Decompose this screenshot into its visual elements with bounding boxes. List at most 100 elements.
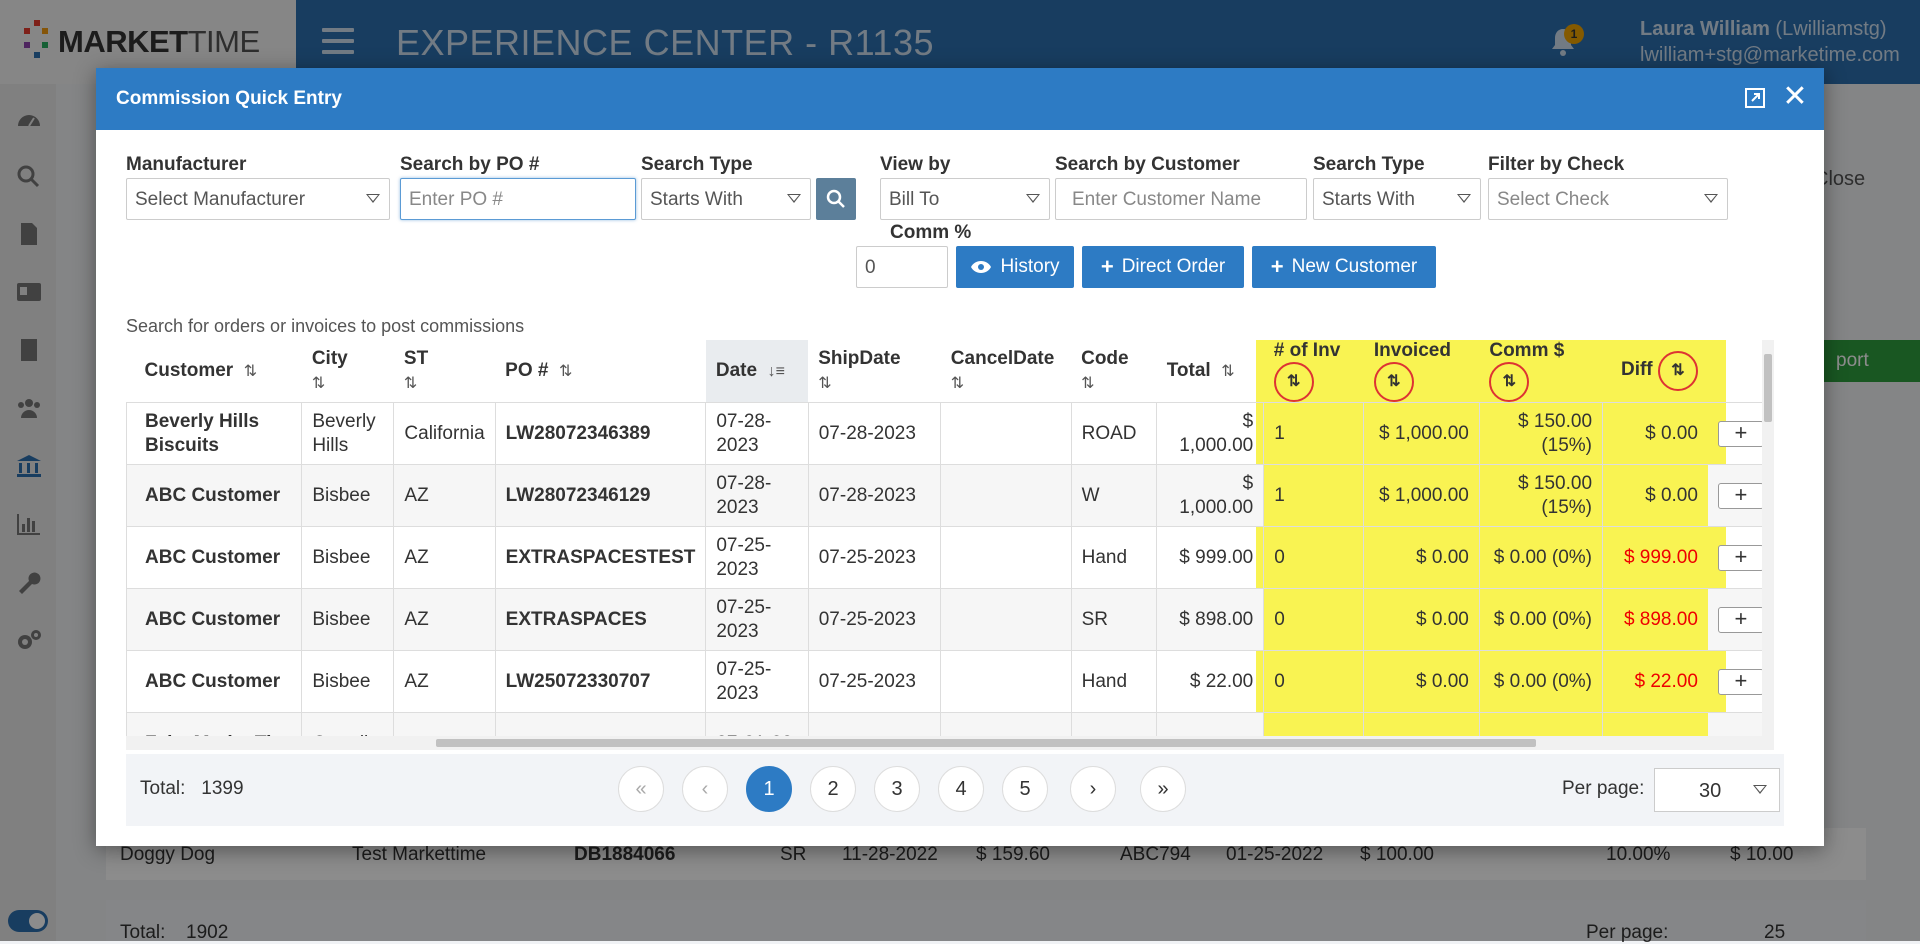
sort-desc-icon[interactable]: ↓≡	[767, 362, 785, 380]
search-icon[interactable]	[16, 164, 42, 188]
sort-icon[interactable]: ⇅	[403, 374, 418, 392]
add-row-button[interactable]: +	[1717, 482, 1764, 509]
prev-page-button[interactable]: ‹	[682, 766, 728, 812]
cell-total	[1156, 712, 1264, 736]
add-row-button[interactable]: +	[1717, 606, 1764, 633]
col-code[interactable]: Code ⇅	[1071, 340, 1157, 403]
col-date[interactable]: Date ↓≡	[705, 340, 809, 403]
new-customer-button[interactable]: + New Customer	[1252, 246, 1436, 288]
sort-icon[interactable]: ⇅	[1273, 362, 1314, 402]
table-body: Beverly Hills Biscuits Beverly Hills Calif…	[126, 402, 1774, 736]
col-po[interactable]: PO # ⇅	[495, 340, 706, 403]
sort-icon[interactable]: ⇅	[1221, 362, 1235, 380]
sort-icon[interactable]: ⇅	[559, 362, 573, 380]
page-button-2[interactable]: 2	[810, 766, 856, 812]
view-by-select[interactable]: Bill To	[880, 178, 1050, 220]
cell-city: Bisbee	[301, 464, 394, 527]
chart-icon[interactable]	[16, 512, 42, 536]
cell-cancel	[940, 464, 1072, 527]
cell-st: AZ	[393, 464, 496, 527]
next-page-button[interactable]: ›	[1070, 766, 1116, 812]
history-button[interactable]: History	[956, 246, 1074, 288]
direct-order-button[interactable]: + Direct Order	[1082, 246, 1244, 288]
sort-icon[interactable]: ⇅	[1657, 351, 1698, 391]
last-page-button[interactable]: »	[1140, 766, 1186, 812]
col-city[interactable]: City ⇅	[301, 340, 394, 403]
user-name[interactable]: Laura William (Lwilliamstg)	[1640, 18, 1887, 40]
sort-icon[interactable]: ⇅	[1373, 362, 1414, 402]
id-card-icon[interactable]	[16, 280, 42, 304]
table-row[interactable]: ABC Customer Bisbee AZ EXTRASPACES 07-25-202…	[126, 588, 1774, 651]
add-row-button[interactable]: +	[1717, 420, 1764, 447]
col-invoiced[interactable]: Invoiced ⇅	[1363, 340, 1480, 403]
sort-icon[interactable]: ⇅	[1489, 362, 1530, 402]
cell-st	[393, 712, 496, 736]
chevron-down-icon	[1026, 194, 1040, 203]
check-filter-select[interactable]: Select Check	[1488, 178, 1728, 220]
manufacturer-select[interactable]: Select Manufacturer	[126, 178, 390, 220]
table-row[interactable]: Beverly Hills Biscuits Beverly Hills Calif…	[126, 402, 1774, 465]
building-icon[interactable]	[16, 338, 42, 362]
expand-icon[interactable]	[1744, 87, 1766, 109]
notification-badge: 1	[1564, 24, 1584, 44]
theme-toggle[interactable]	[8, 910, 48, 932]
per-page-select[interactable]: 30	[1654, 768, 1780, 812]
bank-icon[interactable]	[16, 454, 42, 478]
cell-ship: 07-25-2023	[807, 526, 941, 589]
cell-inv: 0	[1263, 526, 1364, 589]
modal-title: Commission Quick Entry	[116, 88, 342, 109]
sort-icon[interactable]: ⇅	[1081, 374, 1095, 392]
vertical-scrollbar[interactable]	[1762, 340, 1774, 736]
document-icon[interactable]	[16, 222, 42, 246]
page-button-3[interactable]: 3	[874, 766, 920, 812]
cell-invoiced: $ 0.00	[1363, 650, 1480, 713]
sort-icon[interactable]: ⇅	[818, 374, 832, 392]
cell-comm: $ 0.00 (0%)	[1478, 526, 1603, 589]
add-row-button[interactable]: +	[1717, 544, 1764, 571]
table-row[interactable]: ABC Customer Bisbee AZ LW28072346129 07-28-2…	[126, 464, 1774, 527]
col-total[interactable]: Total ⇅	[1156, 340, 1264, 403]
wrench-icon[interactable]	[16, 570, 42, 594]
first-page-button[interactable]: «	[618, 766, 664, 812]
table-row[interactable]: ABC Customer Bisbee AZ LW25072330707 07-25-2…	[126, 650, 1774, 713]
table-row[interactable]: Fake MarketTimCarrollt 07-21-20	[126, 712, 1774, 736]
customer-search-input[interactable]: Enter Customer Name	[1055, 178, 1307, 220]
cell-inv: 1	[1263, 464, 1364, 527]
col-st[interactable]: ST ⇅	[393, 340, 496, 403]
col-canceldate[interactable]: CancelDate ⇅	[940, 340, 1072, 403]
background-footer: Total: 1902 Per page: 25	[106, 900, 1866, 943]
cell-invoiced: $ 0.00	[1363, 588, 1480, 651]
col-comm[interactable]: Comm $ ⇅	[1479, 340, 1603, 403]
page-button-5[interactable]: 5	[1002, 766, 1048, 812]
sort-icon[interactable]: ⇅	[950, 374, 965, 392]
logo[interactable]: MARKETTIME	[0, 0, 296, 84]
users-icon[interactable]	[16, 396, 42, 420]
col-shipdate[interactable]: ShipDate ⇅	[808, 340, 941, 403]
hamburger-menu-icon[interactable]	[322, 28, 354, 54]
col-diff[interactable]: Diff ⇅	[1602, 340, 1708, 403]
page-button-4[interactable]: 4	[938, 766, 984, 812]
cell-ship: 07-25-2023	[807, 588, 941, 651]
horizontal-scrollbar[interactable]	[126, 736, 1774, 750]
comm-percent-input[interactable]: 0	[856, 246, 948, 288]
background-export-button[interactable]: port	[1814, 340, 1920, 382]
close-icon[interactable]: ✕	[1782, 80, 1808, 113]
add-row-button[interactable]: +	[1717, 668, 1764, 695]
sort-icon[interactable]: ⇅	[311, 374, 326, 392]
po-search-input[interactable]: Enter PO #	[400, 178, 636, 220]
cell-ship: 07-25-2023	[807, 650, 941, 713]
po-search-button[interactable]	[816, 178, 856, 220]
gears-icon[interactable]	[16, 628, 42, 652]
cell-total: $ 1,000.00	[1156, 464, 1264, 527]
search-type-select[interactable]: Starts With	[641, 178, 811, 220]
search-type2-select[interactable]: Starts With	[1313, 178, 1481, 220]
sort-icon[interactable]: ⇅	[243, 362, 258, 380]
dashboard-icon[interactable]	[16, 106, 42, 130]
table-row[interactable]: ABC Customer Bisbee AZ EXTRASPACESTEST 07-25…	[126, 526, 1774, 589]
cell-customer: ABC Customer	[126, 464, 302, 527]
col-customer[interactable]: Customer ⇅	[126, 340, 302, 403]
cell-inv: 1	[1263, 402, 1364, 465]
cell-invoiced: $ 1,000.00	[1363, 464, 1480, 527]
page-button-1[interactable]: 1	[746, 766, 792, 812]
col-num-inv[interactable]: # of Inv ⇅	[1263, 340, 1364, 403]
